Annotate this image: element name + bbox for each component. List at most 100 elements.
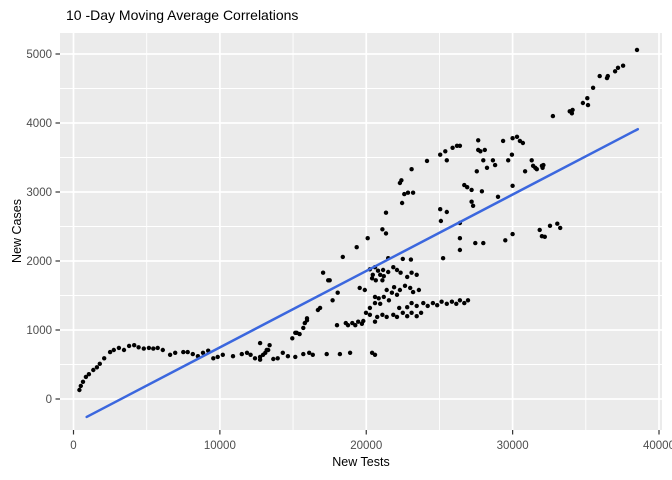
scatter-point bbox=[409, 270, 414, 275]
scatter-point bbox=[522, 169, 528, 174]
scatter-point bbox=[435, 303, 440, 308]
scatter-point bbox=[414, 303, 419, 309]
x-axis-title: New Tests bbox=[332, 455, 390, 469]
scatter-point bbox=[121, 347, 127, 353]
scatter-point bbox=[580, 100, 586, 106]
scatter-point bbox=[414, 314, 419, 319]
scatter-point bbox=[444, 301, 449, 306]
scatter-point bbox=[244, 350, 250, 355]
scatter-point bbox=[91, 367, 96, 373]
scatter-point bbox=[391, 285, 397, 290]
scatter-point bbox=[509, 152, 515, 157]
scatter-point bbox=[215, 354, 220, 360]
scatter-point bbox=[297, 331, 302, 337]
scatter-point bbox=[391, 312, 396, 317]
scatter-point bbox=[443, 149, 448, 154]
scatter-point bbox=[185, 349, 190, 355]
scatter-point bbox=[474, 169, 479, 174]
scatter-point bbox=[397, 287, 403, 293]
scatter-point bbox=[520, 140, 526, 146]
scatter-point bbox=[440, 256, 446, 261]
scatter-point bbox=[481, 158, 486, 163]
scatter-point bbox=[402, 191, 407, 197]
scatter-point bbox=[416, 287, 422, 293]
scatter-point bbox=[126, 343, 132, 349]
scatter-point bbox=[558, 225, 563, 231]
x-tick-label: 10000 bbox=[204, 440, 236, 452]
scatter-point bbox=[280, 350, 285, 355]
scatter-point bbox=[402, 283, 408, 288]
scatter-point bbox=[408, 257, 414, 262]
scatter-point bbox=[410, 190, 416, 195]
scatter-point bbox=[438, 152, 443, 157]
scatter-point bbox=[111, 347, 117, 353]
scatter-point bbox=[476, 138, 481, 143]
scatter-point bbox=[386, 269, 391, 275]
scatter-point bbox=[335, 290, 340, 295]
scatter-point bbox=[345, 323, 351, 328]
scatter-point bbox=[449, 299, 455, 304]
scatter-point bbox=[537, 227, 542, 233]
scatter-point bbox=[211, 356, 216, 361]
scatter-point bbox=[399, 200, 405, 206]
scatter-point bbox=[334, 323, 340, 328]
scatter-point bbox=[301, 325, 306, 331]
scatter-point bbox=[430, 300, 436, 306]
scatter-point bbox=[285, 354, 291, 359]
scatter-point bbox=[304, 316, 310, 321]
scatter-point bbox=[506, 158, 511, 163]
scatter-point bbox=[465, 298, 471, 303]
scatter-point bbox=[347, 350, 353, 355]
scatter-point bbox=[394, 314, 400, 320]
scatter-point bbox=[86, 372, 92, 377]
scatter-point bbox=[542, 234, 547, 239]
scatter-point bbox=[116, 345, 122, 351]
scatter-point bbox=[585, 102, 591, 108]
scatter-point bbox=[425, 303, 430, 309]
scatter-point bbox=[248, 352, 253, 357]
scatter-point bbox=[405, 274, 410, 280]
scatter-point bbox=[510, 231, 515, 237]
scatter-point bbox=[634, 47, 640, 53]
scatter-point bbox=[457, 143, 463, 148]
scatter-point bbox=[470, 203, 476, 208]
scatter-point bbox=[136, 345, 141, 350]
scatter-point bbox=[421, 300, 426, 306]
scatter-point bbox=[330, 298, 335, 303]
scatter-point bbox=[267, 343, 272, 348]
scatter-point bbox=[547, 223, 553, 228]
scatter-point bbox=[353, 323, 358, 328]
scatter-point bbox=[615, 65, 621, 71]
scatter-point bbox=[495, 194, 501, 199]
scatter-point bbox=[380, 267, 386, 273]
scatter-point bbox=[492, 162, 498, 168]
scatter-point bbox=[398, 270, 403, 275]
scatter-point bbox=[155, 345, 160, 351]
scatter-point bbox=[307, 350, 312, 355]
y-tick-label: 3000 bbox=[26, 187, 52, 199]
x-tick-label: 0 bbox=[70, 440, 76, 452]
scatter-point bbox=[597, 73, 602, 79]
scatter-point bbox=[275, 356, 280, 361]
scatter-point bbox=[372, 352, 378, 357]
scatter-point bbox=[479, 189, 485, 194]
scatter-point bbox=[510, 183, 515, 188]
scatter-point bbox=[454, 301, 459, 306]
scatter-point bbox=[473, 240, 478, 246]
scatter-point bbox=[252, 356, 258, 361]
scatter-point bbox=[375, 314, 380, 320]
scatter-point bbox=[444, 209, 449, 215]
scatter-point bbox=[80, 379, 86, 384]
scatter-point bbox=[160, 347, 165, 353]
scatter-point bbox=[391, 265, 396, 270]
scatter-point bbox=[200, 350, 206, 355]
scatter-point bbox=[132, 343, 137, 348]
scatter-point bbox=[503, 238, 508, 243]
scatter-point bbox=[384, 314, 389, 320]
scatter-point bbox=[408, 285, 413, 291]
scatter-point bbox=[324, 351, 329, 357]
scatter-point bbox=[190, 351, 195, 357]
scatter-point bbox=[409, 310, 414, 315]
scatter-point bbox=[457, 298, 463, 303]
